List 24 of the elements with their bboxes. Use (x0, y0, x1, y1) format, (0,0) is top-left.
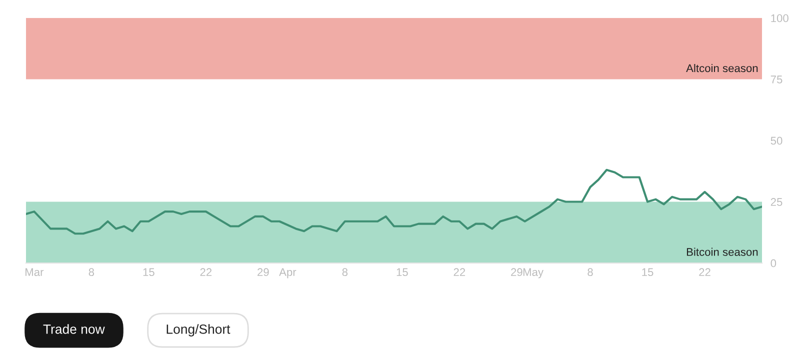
y-tick-label: 0 (770, 259, 776, 268)
x-tick-label: Mar (26, 268, 44, 276)
x-tick-label: May (523, 268, 544, 278)
x-tick-label: 22 (200, 268, 212, 276)
x-tick-label: 22 (699, 268, 710, 276)
x-tick-label: 29 (258, 268, 269, 276)
band-label: Altcoin season (686, 64, 758, 72)
x-tick-label: 29 (511, 268, 522, 276)
y-tick-label: 75 (770, 76, 782, 84)
text: Trade now (43, 324, 105, 334)
x-tick-label: Apr (279, 268, 296, 278)
x-tick-label: 8 (342, 268, 348, 276)
y-tick-label: 25 (770, 198, 782, 206)
text: Long/Short (166, 324, 230, 336)
x-tick-label: 8 (588, 268, 593, 276)
band-label: Bitcoin season (686, 248, 758, 256)
y-tick-label: 100 (771, 14, 788, 22)
x-tick-label: 22 (454, 268, 466, 276)
y-tick-label: 50 (770, 136, 782, 145)
x-tick-label: 15 (396, 268, 408, 276)
x-tick-label: 8 (88, 268, 94, 276)
x-tick-label: 15 (642, 268, 654, 276)
line-series (26, 168, 762, 235)
x-tick-label: 15 (143, 268, 154, 276)
